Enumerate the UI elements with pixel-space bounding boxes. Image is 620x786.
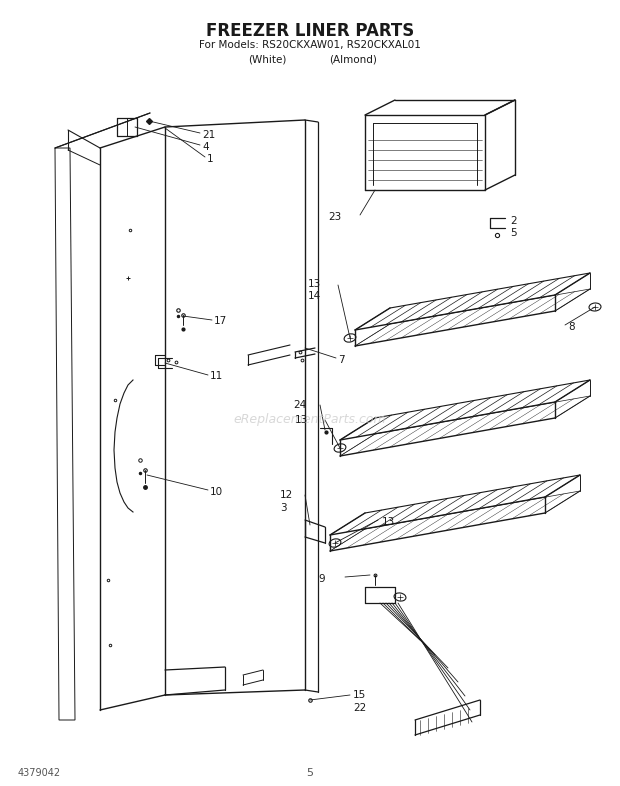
Text: 7: 7 bbox=[338, 355, 345, 365]
Text: 10: 10 bbox=[210, 487, 223, 497]
Text: 3: 3 bbox=[280, 503, 286, 513]
Text: 13: 13 bbox=[308, 279, 321, 289]
Text: 1: 1 bbox=[207, 154, 214, 164]
Text: 9: 9 bbox=[318, 574, 325, 584]
Text: 17: 17 bbox=[214, 316, 228, 326]
Text: 8: 8 bbox=[568, 322, 575, 332]
Text: 11: 11 bbox=[210, 371, 223, 381]
Text: 13: 13 bbox=[295, 415, 308, 425]
Text: 5: 5 bbox=[510, 228, 516, 238]
Text: 5: 5 bbox=[306, 768, 314, 778]
Text: 15: 15 bbox=[353, 690, 366, 700]
Text: 21: 21 bbox=[202, 130, 215, 140]
Text: For Models: RS20CKXAW01, RS20CKXAL01: For Models: RS20CKXAW01, RS20CKXAL01 bbox=[199, 40, 421, 50]
Text: 14: 14 bbox=[308, 291, 321, 301]
Text: 4379042: 4379042 bbox=[18, 768, 61, 778]
Text: FREEZER LINER PARTS: FREEZER LINER PARTS bbox=[206, 22, 414, 40]
Text: 24: 24 bbox=[293, 400, 306, 410]
Text: 4: 4 bbox=[202, 142, 208, 152]
Text: 2: 2 bbox=[510, 216, 516, 226]
Text: (Almond): (Almond) bbox=[329, 54, 377, 64]
Text: 13: 13 bbox=[382, 517, 396, 527]
Text: 23: 23 bbox=[328, 212, 341, 222]
Text: (White): (White) bbox=[248, 54, 286, 64]
Text: 22: 22 bbox=[353, 703, 366, 713]
Text: 12: 12 bbox=[280, 490, 293, 500]
Text: eReplacementParts.com: eReplacementParts.com bbox=[234, 413, 386, 427]
